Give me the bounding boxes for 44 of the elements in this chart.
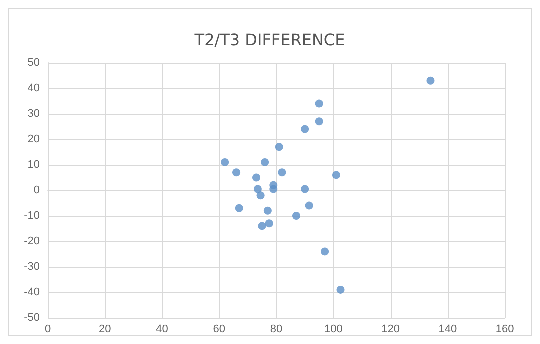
point	[232, 168, 241, 177]
chart-title: T2/T3 DIFFERENCE	[194, 30, 346, 50]
x-tick-label: 160	[496, 324, 514, 336]
x-tick-label: 40	[156, 324, 168, 336]
y-tick-label: -30	[24, 261, 40, 273]
point	[235, 204, 244, 212]
x-tick-label: 100	[324, 324, 343, 336]
point	[321, 248, 330, 256]
point	[261, 158, 270, 166]
point	[301, 125, 310, 134]
y-tick-label: 0	[34, 184, 40, 196]
x-tick-label: 0	[44, 324, 52, 336]
y-tick-label: -10	[24, 210, 40, 222]
point	[258, 222, 266, 230]
x-tick-label: 120	[382, 324, 400, 336]
y-tick-label: -20	[24, 236, 40, 248]
point	[275, 143, 284, 152]
point	[292, 212, 300, 220]
point	[315, 118, 324, 126]
y-tick-label: -40	[24, 286, 40, 298]
x-tick-label: 140	[438, 324, 458, 336]
point	[336, 286, 345, 294]
point	[252, 174, 261, 182]
point	[264, 206, 272, 215]
y-tick-label: 40	[28, 82, 40, 94]
point	[265, 220, 274, 228]
y-tick-label: 10	[28, 159, 40, 171]
point	[332, 171, 340, 180]
y-tick-label: 30	[28, 108, 40, 120]
x-tick-label: 60	[213, 324, 226, 336]
point	[221, 158, 230, 166]
point	[301, 185, 310, 194]
point	[315, 100, 324, 108]
x-tick-label: 20	[99, 324, 112, 336]
point	[270, 185, 278, 194]
x-tick-label: 80	[270, 324, 283, 336]
y-tick-label: 20	[28, 134, 40, 146]
y-tick-label: 50	[28, 57, 40, 69]
point	[305, 202, 314, 210]
point	[256, 192, 265, 200]
y-tick-label: -50	[24, 312, 40, 324]
point	[278, 168, 286, 177]
point	[426, 76, 435, 85]
point	[254, 185, 262, 194]
